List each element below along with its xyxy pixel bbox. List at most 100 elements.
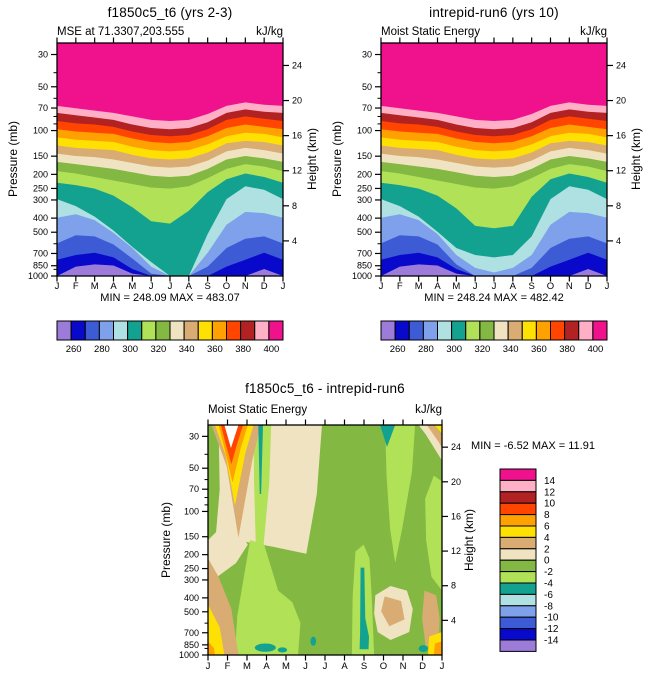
- svg-text:50: 50: [362, 82, 372, 92]
- svg-text:500: 500: [184, 607, 199, 617]
- svg-text:-4: -4: [544, 579, 553, 590]
- svg-text:10: 10: [544, 499, 556, 510]
- top-left-plot: J F M A M J J A S O N D J305070100150200250300400500…: [28, 37, 302, 292]
- svg-text:20: 20: [292, 96, 302, 106]
- svg-text:J: J: [323, 661, 328, 672]
- svg-text:12: 12: [451, 546, 461, 556]
- svg-text:4: 4: [544, 533, 550, 544]
- svg-text:850: 850: [357, 261, 372, 271]
- svg-text:S: S: [361, 661, 367, 672]
- svg-text:J: J: [281, 281, 286, 292]
- svg-text:6: 6: [544, 522, 550, 533]
- svg-text:300: 300: [33, 195, 48, 205]
- panel3-subtitle-left: Moist Static Energy: [208, 404, 308, 416]
- panel3-title: f1850c5_t6 - intrepid-run6: [245, 381, 405, 396]
- svg-text:360: 360: [207, 344, 223, 355]
- panel2-subtitle-left: Moist Static Energy: [381, 26, 481, 38]
- panel2-units-label: kJ/kg: [580, 26, 607, 38]
- svg-text:8: 8: [616, 201, 621, 211]
- svg-text:-14: -14: [544, 636, 559, 647]
- svg-text:340: 340: [179, 344, 195, 355]
- svg-text:D: D: [261, 281, 268, 292]
- svg-text:4: 4: [451, 615, 456, 625]
- svg-text:J: J: [55, 281, 60, 292]
- svg-text:J: J: [168, 281, 173, 292]
- svg-text:M: M: [243, 661, 251, 672]
- svg-text:16: 16: [616, 131, 626, 141]
- svg-text:-8: -8: [544, 601, 553, 612]
- svg-text:50: 50: [38, 82, 48, 92]
- svg-text:250: 250: [357, 183, 372, 193]
- svg-text:150: 150: [184, 532, 199, 542]
- svg-text:O: O: [380, 661, 387, 672]
- svg-text:A: A: [341, 661, 348, 672]
- svg-text:360: 360: [531, 344, 547, 355]
- svg-text:12: 12: [544, 487, 556, 498]
- svg-text:-6: -6: [544, 590, 553, 601]
- svg-text:0: 0: [544, 556, 550, 567]
- svg-text:400: 400: [33, 213, 48, 223]
- svg-text:4: 4: [292, 236, 297, 246]
- svg-text:S: S: [528, 281, 534, 292]
- svg-text:J: J: [149, 281, 154, 292]
- svg-text:M: M: [128, 281, 136, 292]
- svg-text:16: 16: [451, 511, 461, 521]
- svg-text:24: 24: [292, 60, 302, 70]
- svg-text:850: 850: [184, 640, 199, 650]
- svg-text:500: 500: [33, 227, 48, 237]
- svg-text:J: J: [440, 661, 445, 672]
- svg-text:340: 340: [503, 344, 519, 355]
- svg-text:M: M: [415, 281, 423, 292]
- svg-text:M: M: [452, 281, 460, 292]
- svg-text:320: 320: [150, 344, 166, 355]
- svg-text:J: J: [206, 661, 211, 672]
- svg-text:400: 400: [184, 593, 199, 603]
- svg-text:700: 700: [357, 248, 372, 258]
- svg-text:500: 500: [357, 227, 372, 237]
- svg-text:30: 30: [38, 50, 48, 60]
- svg-text:D: D: [419, 661, 426, 672]
- svg-text:200: 200: [357, 169, 372, 179]
- svg-text:16: 16: [292, 131, 302, 141]
- svg-text:250: 250: [33, 183, 48, 193]
- svg-text:100: 100: [33, 126, 48, 136]
- svg-text:280: 280: [418, 344, 434, 355]
- svg-text:J: J: [605, 281, 610, 292]
- svg-text:4: 4: [616, 236, 621, 246]
- svg-text:F: F: [225, 661, 231, 672]
- svg-text:N: N: [566, 281, 573, 292]
- svg-text:380: 380: [559, 344, 575, 355]
- svg-text:-10: -10: [544, 613, 559, 624]
- svg-text:F: F: [73, 281, 79, 292]
- svg-text:200: 200: [33, 169, 48, 179]
- panel1-minmax-label: MIN = 248.09 MAX = 483.07: [100, 292, 240, 304]
- svg-text:J: J: [303, 661, 308, 672]
- svg-text:30: 30: [362, 50, 372, 60]
- svg-text:J: J: [379, 281, 384, 292]
- svg-text:380: 380: [235, 344, 251, 355]
- svg-text:M: M: [91, 281, 99, 292]
- svg-text:850: 850: [33, 261, 48, 271]
- svg-text:260: 260: [66, 344, 82, 355]
- svg-text:O: O: [547, 281, 554, 292]
- svg-text:1000: 1000: [352, 271, 372, 281]
- svg-text:N: N: [242, 281, 249, 292]
- svg-text:300: 300: [122, 344, 138, 355]
- svg-text:F: F: [397, 281, 403, 292]
- svg-text:400: 400: [263, 344, 279, 355]
- svg-text:100: 100: [184, 506, 199, 516]
- svg-text:150: 150: [357, 151, 372, 161]
- top-right-plot: J F M A M J J A S O N D J305070100150200250300400500…: [352, 37, 626, 292]
- panel1-subtitle-left: MSE at 71.3307,203.555: [57, 26, 185, 38]
- svg-text:12: 12: [616, 166, 626, 176]
- svg-text:50: 50: [189, 463, 199, 473]
- svg-text:A: A: [434, 281, 441, 292]
- svg-text:200: 200: [184, 550, 199, 560]
- svg-text:8: 8: [544, 510, 550, 521]
- svg-text:400: 400: [587, 344, 603, 355]
- svg-text:8: 8: [292, 201, 297, 211]
- svg-text:320: 320: [474, 344, 490, 355]
- top-right-colorbar: 260 280 300 320 340 360 380 400: [380, 320, 608, 355]
